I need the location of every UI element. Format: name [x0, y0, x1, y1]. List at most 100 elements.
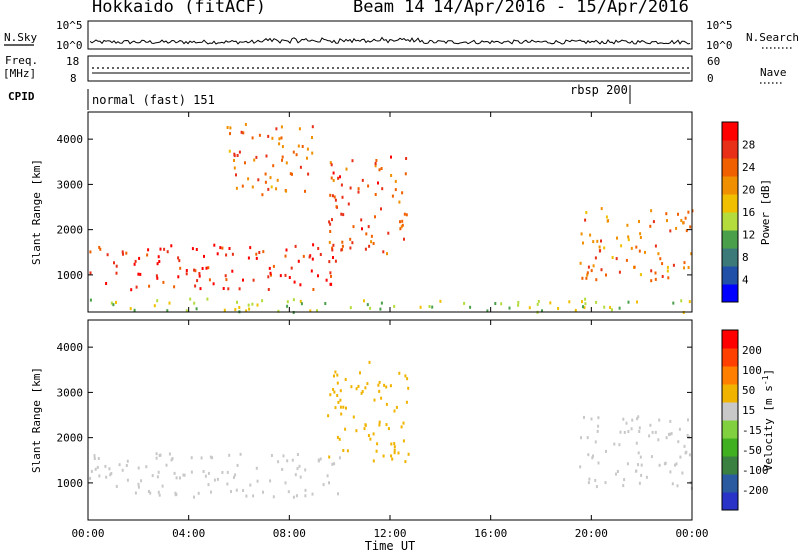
power-echo	[609, 306, 612, 309]
power-colorbar-tick-label: 28	[742, 139, 755, 152]
power-echo	[349, 186, 352, 190]
power-echo	[279, 274, 282, 278]
power-echo	[661, 275, 664, 278]
power-echo	[340, 212, 343, 216]
power-echo	[333, 195, 336, 199]
velocity-echo	[382, 454, 385, 458]
power-echo	[399, 220, 401, 224]
velocity-colorbar-swatch	[722, 384, 738, 403]
cpid-panel: CPID normal (fast) 151 rbsp 200	[8, 83, 631, 110]
velocity-echo	[97, 457, 100, 460]
power-echo	[400, 225, 403, 229]
power-echo	[255, 256, 258, 260]
velocity-echo	[378, 423, 381, 427]
velocity-echo	[352, 415, 355, 419]
power-echo	[270, 185, 273, 189]
power-echo	[238, 287, 241, 291]
power-echo	[299, 165, 302, 169]
velocity-echo	[287, 490, 290, 494]
velocity-echo	[322, 483, 325, 487]
velocity-echo	[256, 479, 259, 483]
velocity-echo	[159, 453, 162, 457]
power-echo	[586, 271, 589, 275]
power-echo	[349, 237, 352, 241]
power-echo	[158, 260, 161, 263]
power-echo	[177, 275, 180, 279]
velocity-colorbar-swatch	[722, 366, 738, 385]
velocity-echo	[677, 440, 680, 444]
power-echo	[241, 184, 244, 188]
power-echo	[201, 267, 204, 270]
velocity-echo	[367, 434, 370, 437]
power-echo	[331, 246, 334, 250]
power-echo	[203, 254, 205, 258]
power-echo	[345, 167, 348, 171]
power-echo	[380, 301, 383, 305]
power-echo	[605, 215, 608, 219]
power-echo	[349, 306, 352, 310]
power-echo	[587, 265, 590, 269]
power-echo	[401, 191, 404, 195]
velocity-echo	[630, 427, 633, 431]
velocity-echo	[170, 458, 173, 462]
power-echo	[227, 287, 230, 291]
power-echo	[584, 218, 587, 222]
velocity-echo	[115, 484, 118, 488]
power-echo	[156, 299, 159, 303]
power-echo	[367, 225, 370, 229]
velocity-colorbar-swatch	[722, 330, 738, 349]
power-echo	[233, 159, 235, 162]
velocity-echo	[207, 471, 210, 475]
velocity-echo	[605, 449, 607, 453]
power-echo	[381, 187, 384, 191]
power-echo	[205, 266, 208, 270]
velocity-scatter	[89, 360, 693, 499]
power-echo	[382, 250, 385, 254]
velocity-echo	[338, 437, 341, 441]
velocity-echo	[93, 457, 96, 460]
power-echo	[687, 266, 690, 269]
velocity-echo	[190, 470, 193, 474]
power-echo	[584, 302, 587, 306]
power-echo	[600, 268, 603, 272]
power-echo	[198, 272, 201, 275]
velocity-echo	[668, 432, 670, 436]
power-echo	[292, 150, 295, 154]
velocity-colorbar-swatch	[722, 420, 738, 439]
velocity-echo	[625, 421, 628, 425]
power-echo	[340, 248, 343, 252]
velocity-echo	[304, 488, 307, 492]
power-echo	[419, 305, 422, 309]
velocity-echo	[640, 473, 643, 477]
velocity-echo	[339, 398, 342, 402]
power-echo	[661, 262, 664, 266]
power-echo	[630, 246, 633, 250]
velocity-echo	[375, 449, 378, 453]
velocity-echo	[623, 430, 626, 434]
power-echo	[125, 251, 128, 255]
power-echo	[615, 257, 618, 261]
velocity-echo	[339, 389, 342, 393]
power-colorbar-tick-label: 24	[742, 161, 756, 174]
power-echo	[265, 154, 268, 158]
power-echo	[579, 261, 582, 265]
x-axis: 00:00 04:00 08:00 12:00 16:00 20:00 00:00	[71, 112, 709, 540]
power-echo	[380, 167, 383, 170]
velocity-echo	[202, 470, 205, 473]
velocity-frame	[87, 319, 693, 521]
power-echo	[611, 256, 614, 259]
power-echo	[361, 178, 364, 182]
velocity-echo	[407, 452, 410, 456]
power-echo	[256, 303, 259, 307]
power-y-tick-label: 1000	[57, 269, 84, 282]
velocity-echo	[597, 416, 600, 420]
power-echo	[592, 264, 595, 268]
velocity-echo	[89, 476, 92, 480]
power-echo	[267, 288, 270, 291]
power-echo	[603, 305, 606, 309]
power-echo	[194, 269, 197, 273]
power-echo	[659, 257, 662, 261]
velocity-echo	[357, 384, 360, 388]
power-echo	[195, 307, 198, 311]
power-echo	[635, 245, 638, 249]
